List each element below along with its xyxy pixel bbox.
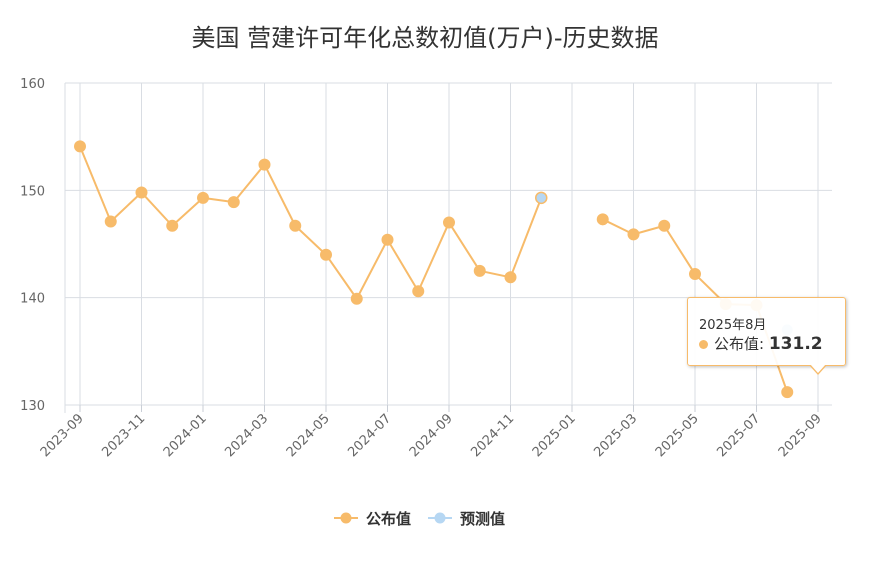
published-point <box>227 196 240 209</box>
x-tick-label: 2024-03 <box>222 411 271 460</box>
published-point <box>627 228 640 241</box>
legend-label: 预测值 <box>460 510 505 528</box>
tooltip-date: 2025年8月 <box>699 318 767 333</box>
tooltip-series-name: 公布值 <box>714 335 760 353</box>
published-point <box>166 219 179 232</box>
published-point <box>135 186 148 199</box>
x-tick-label: 2024-05 <box>284 411 333 460</box>
x-axis: 2023-09 2023-11 2024-01 2024-03 2024-05 2024-… <box>38 411 825 460</box>
y-tick-label: 160 <box>20 77 45 92</box>
x-tick-label: 2025-03 <box>591 411 640 460</box>
published-point <box>504 271 517 284</box>
x-tick-label: 2023-09 <box>38 411 87 460</box>
tooltip-value: 131.2 <box>768 334 823 354</box>
x-tick-label: 2023-11 <box>99 411 148 460</box>
tooltip-series-marker <box>699 340 708 349</box>
x-tick-label: 2024-07 <box>345 411 394 460</box>
published-point <box>197 191 209 204</box>
published-point <box>381 233 394 246</box>
y-tick-label: 140 <box>20 292 45 307</box>
x-tick-label: 2024-09 <box>407 411 456 460</box>
x-tick-label: 2024-01 <box>161 411 210 460</box>
chart-title: 美国 营建许可年化总数初值(万户)-历史数据 <box>191 24 658 52</box>
published-point <box>412 285 425 298</box>
published-point <box>658 219 671 232</box>
y-tick-label: 150 <box>20 184 45 199</box>
published-point <box>289 219 302 232</box>
legend-swatch-marker <box>340 512 352 524</box>
x-tick-label: 2025-01 <box>530 411 579 460</box>
x-tick-label: 2025-07 <box>714 411 763 460</box>
legend-label: 公布值 <box>366 510 411 528</box>
tooltip-pointer-fill <box>810 364 826 373</box>
y-tick-label: 130 <box>20 399 45 414</box>
grid-layer <box>64 82 832 413</box>
published-point <box>596 213 609 226</box>
x-tick-label: 2025-09 <box>776 411 825 460</box>
x-tick-label: 2025-05 <box>653 411 702 460</box>
y-axis: 130 140 150 160 <box>20 77 45 414</box>
published-series-line <box>79 145 789 393</box>
tooltip: 2025年8月 公布值: 131.2 <box>687 297 846 366</box>
legend-swatch-marker <box>434 512 446 524</box>
published-point <box>74 140 86 153</box>
legend[interactable]: 公布值 预测值 <box>334 510 505 528</box>
published-point <box>535 191 548 205</box>
published-point <box>104 215 117 228</box>
published-point <box>350 292 363 305</box>
published-point <box>258 158 271 171</box>
series-layer <box>74 140 794 399</box>
published-point <box>781 386 794 399</box>
published-point <box>320 248 332 261</box>
published-point <box>473 264 486 277</box>
tooltip-row: 公布值: 131.2 <box>699 333 823 354</box>
published-point <box>689 268 701 281</box>
x-tick-label: 2024-11 <box>468 411 517 460</box>
published-point <box>443 216 455 229</box>
